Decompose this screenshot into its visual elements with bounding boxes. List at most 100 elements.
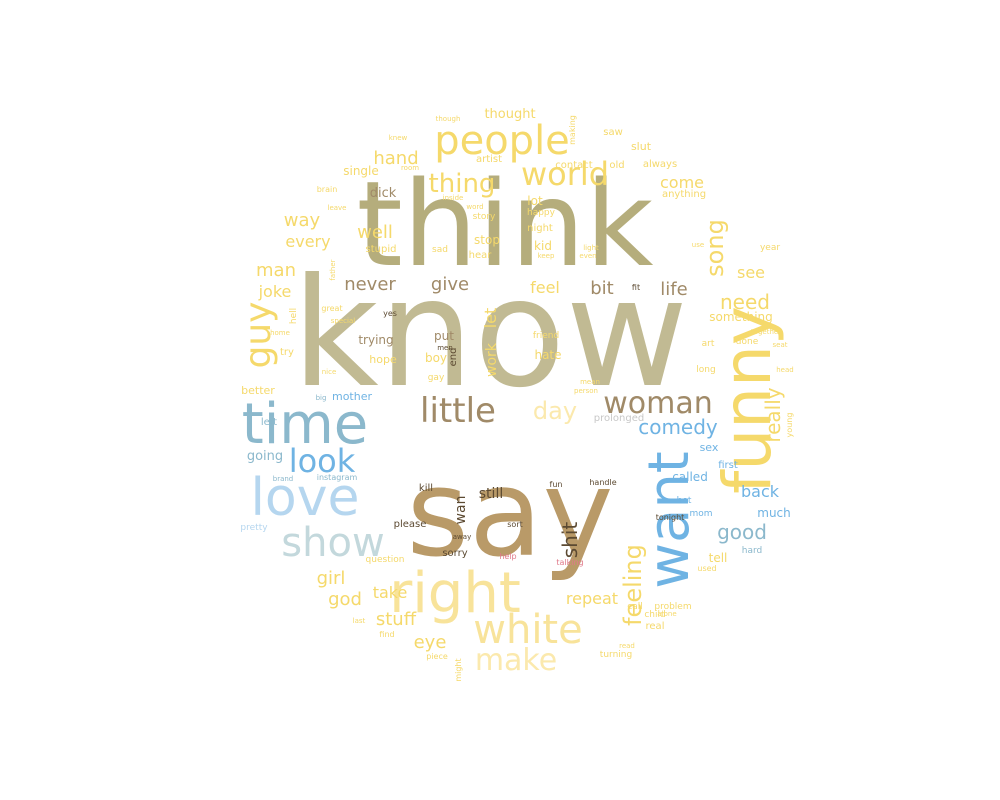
word-way: way (284, 210, 321, 231)
word-woman: woman (603, 386, 713, 421)
word-special: special (331, 317, 355, 325)
word-always: always (643, 159, 677, 170)
word-going: going (247, 449, 283, 464)
word-seat: seat (773, 341, 788, 349)
word-real: real (646, 621, 665, 632)
word-feeling: feeling (619, 544, 647, 626)
word-much: much (757, 506, 791, 520)
word-little: little (420, 391, 496, 431)
word-together: together (751, 328, 781, 336)
word-kid: kid (534, 239, 552, 253)
word-something: something (709, 310, 773, 324)
word-stuff: stuff (376, 609, 417, 630)
word-fit: fit (632, 283, 640, 292)
word-fun: fun (550, 480, 563, 489)
word-girl: girl (317, 568, 346, 589)
word-instagram: instagram (317, 473, 358, 482)
word-head: head (776, 366, 793, 374)
word-use: use (692, 241, 704, 249)
word-thing: thing (429, 169, 496, 199)
word-away: away (453, 533, 471, 541)
word-single: single (343, 164, 379, 178)
word-see: see (737, 263, 765, 282)
word-better: better (241, 384, 275, 397)
word-look: look (289, 442, 356, 480)
word-try: try (280, 347, 294, 358)
word-show: show (281, 520, 384, 566)
word-home: home (270, 329, 290, 337)
word-contact: contact (555, 160, 593, 171)
word-repeat: repeat (566, 589, 618, 608)
word-mother: mother (332, 390, 372, 403)
word-wan: wan (453, 496, 469, 525)
word-long: long (696, 365, 715, 375)
word-brand: brand (273, 475, 294, 483)
word-white: white (473, 607, 582, 653)
word-sad: sad (432, 245, 448, 255)
word-really: really (761, 387, 785, 442)
word-tell: tell (709, 551, 728, 565)
word-say: say (406, 445, 613, 584)
word-dick: dick (370, 186, 397, 201)
word-read: read (619, 642, 635, 650)
word-still: still (479, 486, 503, 502)
word-hard: hard (742, 546, 762, 556)
word-right: right (389, 561, 521, 626)
word-hell: hell (289, 308, 299, 324)
word-even: even (579, 252, 596, 260)
word-word: word (466, 203, 483, 211)
word-art: art (702, 339, 715, 349)
word-mom: mom (689, 509, 712, 519)
word-child: child (644, 610, 665, 620)
word-lot: lot (527, 194, 543, 208)
word-back: back (741, 482, 780, 501)
word-day: day (533, 397, 577, 425)
word-tonight: tonight (656, 513, 685, 522)
word-artist: artist (476, 154, 502, 165)
word-life: life (660, 279, 687, 300)
word-think: think (357, 155, 654, 293)
word-need: need (720, 290, 770, 314)
word-god: god (328, 589, 362, 610)
word-stupid: stupid (366, 244, 397, 255)
word-pretty: pretty (240, 523, 268, 533)
word-know: know (292, 247, 688, 421)
word-saw: saw (603, 127, 623, 138)
word-find: find (379, 630, 394, 639)
word-bit: bit (590, 278, 613, 299)
word-prolonged: prolonged (594, 413, 644, 424)
word-brain: brain (317, 185, 338, 194)
word-might: might (454, 658, 463, 681)
word-year: year (760, 243, 780, 253)
word-thought: thought (484, 107, 535, 122)
word-turning: turning (600, 650, 632, 660)
word-take: take (373, 583, 408, 602)
word-hope: hope (369, 353, 397, 366)
word-man: man (256, 260, 296, 281)
word-sorry: sorry (442, 548, 467, 559)
word-yes: yes (383, 309, 397, 318)
word-guy: guy (238, 302, 279, 369)
word-story: story (473, 212, 496, 222)
word-inside: inside (443, 194, 464, 202)
word-sort: sort (507, 520, 523, 529)
word-talking: talking (556, 558, 583, 567)
word-first: first (718, 460, 738, 471)
word-knew: knew (389, 134, 408, 142)
word-time: time (242, 392, 369, 457)
word-alone: alone (657, 610, 676, 618)
word-funny: funny (709, 306, 786, 494)
word-please: please (394, 519, 427, 530)
word-sex: sex (700, 441, 719, 454)
word-eye: eye (414, 632, 447, 653)
word-great: great (321, 304, 342, 313)
word-want: want (637, 451, 702, 589)
word-big: big (316, 394, 327, 402)
word-piece: piece (426, 652, 448, 661)
word-handle: handle (589, 478, 616, 487)
word-question: question (366, 555, 405, 565)
word-end: end (448, 348, 459, 367)
word-make: make (475, 643, 557, 678)
word-comedy: comedy (638, 415, 718, 439)
word-well: well (357, 222, 393, 243)
